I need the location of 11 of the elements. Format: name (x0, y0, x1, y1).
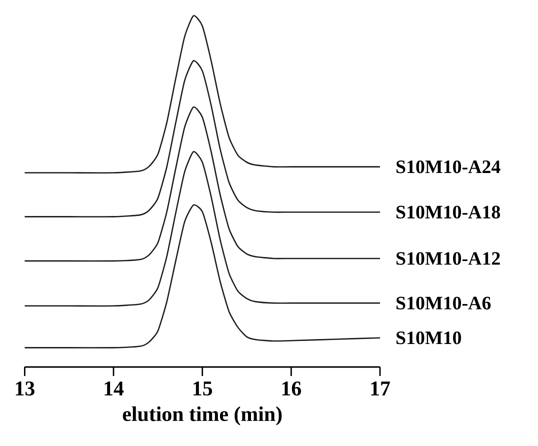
x-tick-label: 16 (282, 382, 302, 396)
x-tick-label: 14 (104, 382, 124, 396)
series-label: S10M10-A24 (396, 160, 500, 174)
x-tick-label: 13 (16, 382, 34, 396)
x-tick-label: 15 (194, 382, 212, 396)
series-label: S10M10-A6 (396, 296, 491, 310)
x-tick-label: 17 (371, 382, 390, 396)
series-label: S10M10 (396, 331, 462, 344)
series-label: S10M10-A12 (396, 252, 500, 265)
series-label: S10M10-A18 (396, 206, 500, 219)
x-axis-title: elution time (min) (122, 406, 282, 426)
